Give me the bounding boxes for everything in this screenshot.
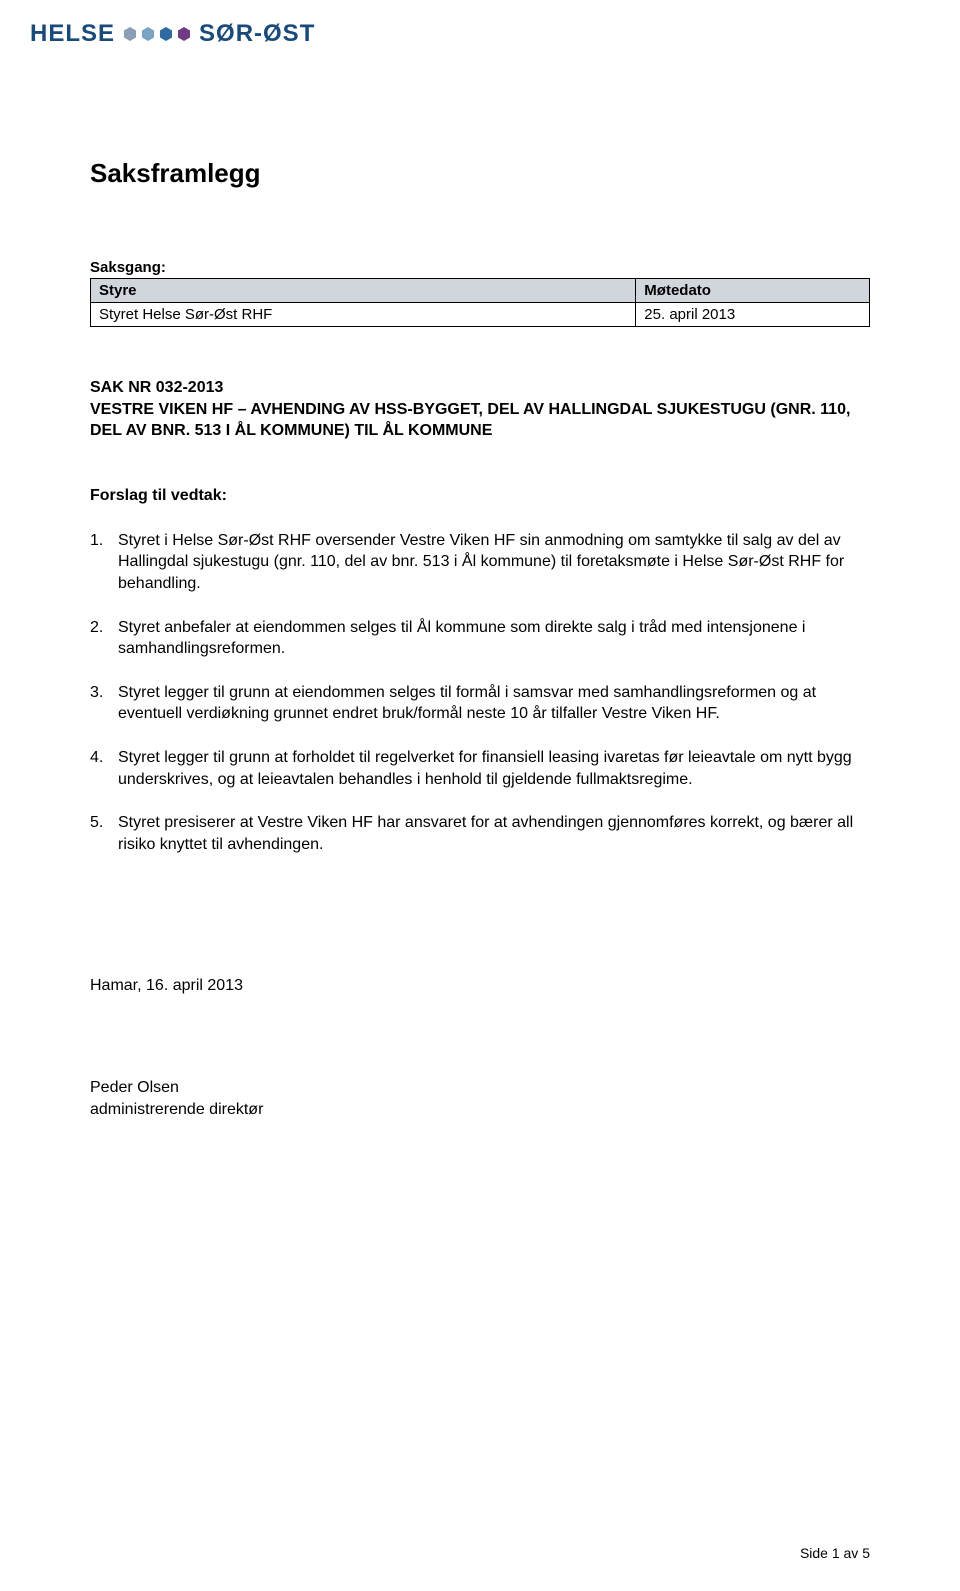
table-row: Styret Helse Sør-Øst RHF 25. april 2013 bbox=[91, 303, 870, 327]
signature-block: Peder Olsen administrerende direktør bbox=[90, 1077, 870, 1120]
hex-icon bbox=[177, 27, 191, 41]
case-heading: SAK NR 032-2013 VESTRE VIKEN HF – AVHEND… bbox=[90, 377, 870, 442]
logo-dots bbox=[123, 27, 191, 41]
org-logo: HELSE SØR-ØST bbox=[30, 20, 870, 48]
hex-icon bbox=[159, 27, 173, 41]
resolution-item: Styret legger til grunn at forholdet til… bbox=[90, 747, 870, 790]
logo-text-right: SØR-ØST bbox=[199, 20, 315, 48]
document-page: HELSE SØR-ØST Saksframlegg Saksgang: Sty… bbox=[0, 0, 960, 1591]
saksgang-label: Saksgang: bbox=[90, 259, 870, 276]
resolution-item: Styret presiserer at Vestre Viken HF har… bbox=[90, 812, 870, 855]
hex-icon bbox=[123, 27, 137, 41]
document-title: Saksframlegg bbox=[90, 158, 870, 189]
resolution-item: Styret i Helse Sør-Øst RHF oversender Ve… bbox=[90, 530, 870, 595]
hex-icon bbox=[141, 27, 155, 41]
resolution-item: Styret anbefaler at eiendommen selges ti… bbox=[90, 617, 870, 660]
page-footer: Side 1 av 5 bbox=[800, 1545, 870, 1561]
signoff-line: Hamar, 16. april 2013 bbox=[90, 975, 870, 997]
resolutions-list: Styret i Helse Sør-Øst RHF oversender Ve… bbox=[90, 530, 870, 856]
signatory-title: administrerende direktør bbox=[90, 1099, 870, 1121]
table-cell-styre: Styret Helse Sør-Øst RHF bbox=[91, 303, 636, 327]
table-header-row: Styre Møtedato bbox=[91, 279, 870, 303]
table-cell-motedato: 25. april 2013 bbox=[636, 303, 870, 327]
table-header-motedato: Møtedato bbox=[636, 279, 870, 303]
signatory-name: Peder Olsen bbox=[90, 1077, 870, 1099]
proposal-label: Forslag til vedtak: bbox=[90, 487, 870, 505]
case-number: SAK NR 032-2013 bbox=[90, 377, 870, 399]
meta-table: Styre Møtedato Styret Helse Sør-Øst RHF … bbox=[90, 278, 870, 327]
resolution-item: Styret legger til grunn at eiendommen se… bbox=[90, 682, 870, 725]
logo-text-left: HELSE bbox=[30, 20, 115, 48]
case-title: VESTRE VIKEN HF – AVHENDING AV HSS-BYGGE… bbox=[90, 399, 870, 442]
table-header-styre: Styre bbox=[91, 279, 636, 303]
